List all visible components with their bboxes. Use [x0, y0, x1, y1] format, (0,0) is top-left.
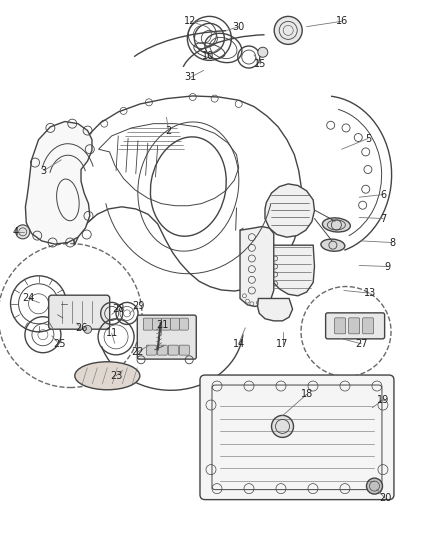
- Circle shape: [84, 325, 92, 334]
- Ellipse shape: [322, 218, 350, 232]
- Text: 11: 11: [106, 328, 118, 338]
- Polygon shape: [265, 184, 314, 237]
- Ellipse shape: [321, 239, 345, 251]
- Text: 2: 2: [166, 126, 172, 135]
- Text: 31: 31: [184, 72, 197, 82]
- FancyBboxPatch shape: [349, 318, 360, 334]
- Circle shape: [16, 225, 30, 239]
- Polygon shape: [269, 245, 314, 296]
- FancyBboxPatch shape: [157, 345, 167, 355]
- FancyBboxPatch shape: [152, 318, 161, 330]
- FancyBboxPatch shape: [161, 318, 170, 330]
- FancyBboxPatch shape: [179, 345, 189, 355]
- Polygon shape: [25, 122, 92, 244]
- Text: 16: 16: [336, 17, 348, 26]
- Circle shape: [367, 478, 382, 494]
- FancyBboxPatch shape: [179, 318, 188, 330]
- Text: 5: 5: [365, 134, 371, 143]
- Circle shape: [274, 17, 302, 44]
- FancyBboxPatch shape: [168, 345, 178, 355]
- Text: 3: 3: [41, 166, 47, 175]
- Text: 6: 6: [380, 190, 386, 199]
- Text: 9: 9: [385, 262, 391, 271]
- Text: 13: 13: [364, 288, 376, 298]
- Text: 12: 12: [184, 17, 197, 26]
- FancyBboxPatch shape: [325, 313, 385, 339]
- FancyBboxPatch shape: [146, 345, 156, 355]
- Text: 8: 8: [389, 238, 395, 247]
- Text: 19: 19: [377, 395, 389, 405]
- Polygon shape: [258, 298, 293, 321]
- FancyBboxPatch shape: [363, 318, 374, 334]
- Text: 29: 29: [132, 302, 144, 311]
- Ellipse shape: [75, 362, 140, 390]
- Text: 7: 7: [380, 214, 386, 223]
- Circle shape: [272, 415, 293, 438]
- Text: 20: 20: [379, 494, 392, 503]
- FancyBboxPatch shape: [335, 318, 346, 334]
- FancyBboxPatch shape: [49, 295, 110, 329]
- Text: 18: 18: [300, 390, 313, 399]
- FancyBboxPatch shape: [200, 375, 394, 499]
- Text: 30: 30: [233, 22, 245, 31]
- Text: 4: 4: [12, 227, 18, 237]
- Text: 25: 25: [53, 339, 65, 349]
- Text: 10: 10: [202, 51, 214, 61]
- Text: 24: 24: [22, 294, 35, 303]
- Text: 15: 15: [254, 59, 267, 69]
- Text: 22: 22: [132, 347, 144, 357]
- Text: 17: 17: [276, 339, 289, 349]
- FancyBboxPatch shape: [143, 318, 152, 330]
- Text: 27: 27: [355, 339, 367, 349]
- FancyBboxPatch shape: [137, 315, 196, 359]
- Polygon shape: [240, 227, 274, 306]
- FancyBboxPatch shape: [170, 318, 179, 330]
- Circle shape: [258, 47, 268, 57]
- Text: 26: 26: [75, 323, 87, 333]
- Text: 28: 28: [112, 304, 124, 314]
- Text: 23: 23: [110, 371, 122, 381]
- Text: 14: 14: [233, 339, 245, 349]
- Text: 21: 21: [156, 320, 168, 330]
